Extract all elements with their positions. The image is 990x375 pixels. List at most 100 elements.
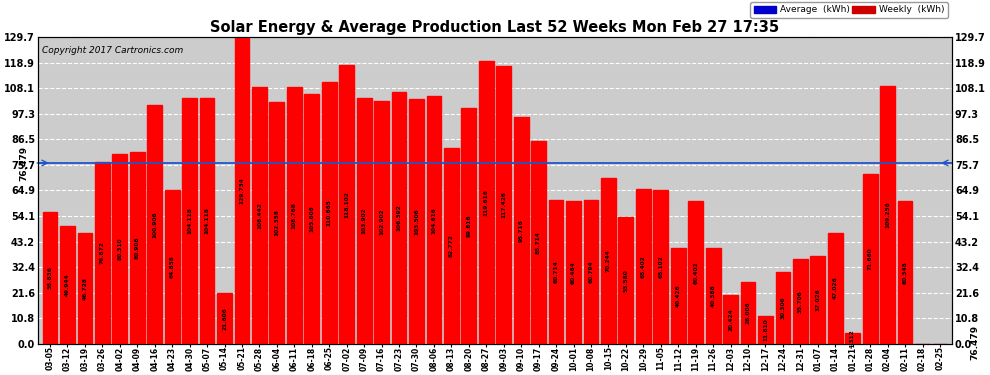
Title: Solar Energy & Average Production Last 52 Weeks Mon Feb 27 17:35: Solar Energy & Average Production Last 5… <box>211 20 779 34</box>
Bar <box>444 148 458 344</box>
Text: Copyright 2017 Cartronics.com: Copyright 2017 Cartronics.com <box>43 46 183 56</box>
Bar <box>741 282 755 344</box>
Bar <box>217 292 232 344</box>
Text: 60.402: 60.402 <box>693 261 698 284</box>
Text: 30.306: 30.306 <box>780 297 785 319</box>
Bar <box>409 99 424 344</box>
Text: 20.424: 20.424 <box>728 308 733 331</box>
Bar <box>235 37 249 344</box>
Bar <box>269 102 284 344</box>
Bar <box>671 248 686 344</box>
Bar <box>392 92 407 344</box>
Text: 60.464: 60.464 <box>571 261 576 284</box>
Text: 53.580: 53.580 <box>624 269 629 292</box>
Bar <box>601 178 616 344</box>
Bar <box>60 226 75 344</box>
Text: 64.858: 64.858 <box>169 256 174 279</box>
Bar <box>374 100 389 344</box>
Text: 70.244: 70.244 <box>606 249 611 272</box>
Bar <box>862 174 877 344</box>
Bar <box>322 82 337 344</box>
Legend: Average  (kWh), Weekly  (kWh): Average (kWh), Weekly (kWh) <box>750 2 947 18</box>
Text: 82.772: 82.772 <box>448 234 453 257</box>
Text: 95.716: 95.716 <box>519 219 524 242</box>
Text: 76.479: 76.479 <box>20 146 29 180</box>
Text: 80.310: 80.310 <box>118 237 123 260</box>
Bar <box>479 61 494 344</box>
Bar <box>636 189 650 344</box>
Bar <box>811 256 826 344</box>
Bar <box>496 66 511 344</box>
Text: 102.358: 102.358 <box>274 209 279 236</box>
Bar <box>427 96 442 344</box>
Text: 80.908: 80.908 <box>135 237 140 260</box>
Text: 35.706: 35.706 <box>798 290 803 313</box>
Text: 104.118: 104.118 <box>205 207 210 234</box>
Bar <box>304 94 319 344</box>
Bar <box>898 201 913 344</box>
Text: 60.714: 60.714 <box>553 261 558 284</box>
Text: 100.906: 100.906 <box>152 211 157 238</box>
Text: 103.506: 103.506 <box>414 208 419 235</box>
Text: 102.902: 102.902 <box>379 209 384 236</box>
Text: 40.426: 40.426 <box>676 285 681 307</box>
Bar <box>252 87 267 344</box>
Text: 71.660: 71.660 <box>867 248 872 270</box>
Text: 129.734: 129.734 <box>240 177 245 204</box>
Bar <box>583 200 598 344</box>
Bar <box>548 200 563 344</box>
Bar <box>653 190 668 344</box>
Bar <box>758 316 773 344</box>
Text: 37.026: 37.026 <box>816 288 821 311</box>
Bar <box>514 117 529 344</box>
Bar <box>532 141 546 344</box>
Text: 11.810: 11.810 <box>763 318 768 341</box>
Bar <box>566 201 581 344</box>
Bar <box>688 201 703 344</box>
Bar <box>95 162 110 344</box>
Bar <box>793 259 808 344</box>
Text: 65.402: 65.402 <box>641 255 645 278</box>
Bar <box>148 105 162 344</box>
Bar <box>43 212 57 344</box>
Bar <box>775 272 790 344</box>
Text: 85.714: 85.714 <box>537 231 542 254</box>
Bar <box>340 64 354 344</box>
Text: 118.102: 118.102 <box>345 191 349 217</box>
Text: 104.118: 104.118 <box>187 207 192 234</box>
Text: 60.794: 60.794 <box>588 261 593 283</box>
Bar <box>113 154 128 344</box>
Text: 55.836: 55.836 <box>48 266 52 289</box>
Text: 108.768: 108.768 <box>292 202 297 229</box>
Bar <box>461 108 476 344</box>
Text: 40.388: 40.388 <box>711 285 716 308</box>
Text: 106.392: 106.392 <box>397 205 402 231</box>
Bar <box>619 217 634 344</box>
Bar <box>200 98 215 344</box>
Text: 76.872: 76.872 <box>100 242 105 264</box>
Bar <box>287 87 302 344</box>
Bar <box>828 232 842 344</box>
Text: 47.026: 47.026 <box>833 277 838 300</box>
Bar <box>164 190 179 344</box>
Text: 117.426: 117.426 <box>501 192 506 219</box>
Bar <box>880 86 895 344</box>
Bar <box>845 333 860 344</box>
Bar <box>706 248 721 344</box>
Text: 109.256: 109.256 <box>885 201 890 228</box>
Text: 76.479: 76.479 <box>970 325 979 360</box>
Text: 110.665: 110.665 <box>327 200 332 226</box>
Text: 119.616: 119.616 <box>484 189 489 216</box>
Text: 104.616: 104.616 <box>432 207 437 234</box>
Text: 46.728: 46.728 <box>82 277 87 300</box>
Text: 103.902: 103.902 <box>361 208 366 234</box>
Text: 99.816: 99.816 <box>466 214 471 237</box>
Text: 65.102: 65.102 <box>658 255 663 278</box>
Text: 60.348: 60.348 <box>903 261 908 284</box>
Text: 4.312: 4.312 <box>850 329 855 348</box>
Text: 26.006: 26.006 <box>745 302 750 324</box>
Bar <box>356 98 371 344</box>
Text: 105.608: 105.608 <box>309 206 314 232</box>
Bar <box>130 153 145 344</box>
Text: 21.606: 21.606 <box>222 307 227 330</box>
